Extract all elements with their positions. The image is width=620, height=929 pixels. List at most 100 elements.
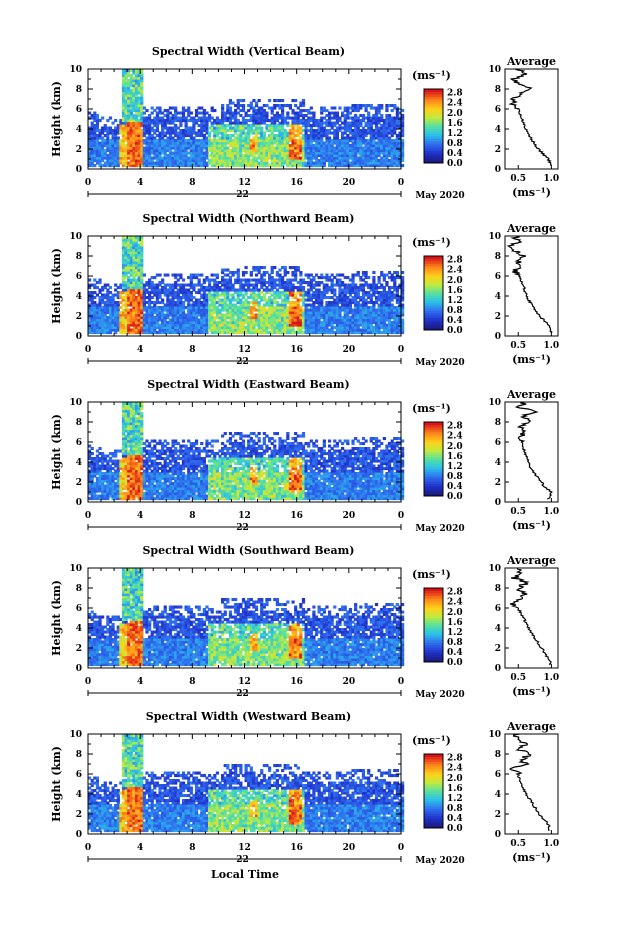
heatmap-cell	[278, 126, 282, 130]
heatmap-cell	[98, 291, 102, 295]
heatmap-cell	[210, 159, 214, 163]
heatmap-cell	[213, 328, 217, 332]
heatmap-cell	[213, 301, 217, 305]
heatmap-cell	[223, 268, 227, 272]
heatmap-cell	[218, 308, 222, 312]
heatmap-cell	[343, 106, 347, 110]
heatmap-cell	[95, 308, 100, 312]
heatmap-cell	[390, 156, 394, 160]
heatmap-cell	[132, 134, 136, 138]
heatmap-cell	[127, 116, 131, 120]
heatmap-cell	[161, 318, 165, 322]
heatmap-cell	[137, 79, 141, 83]
heatmap-cell	[111, 296, 115, 300]
heatmap-cell	[312, 144, 316, 148]
heatmap-cell	[374, 111, 379, 115]
heatmap-cell	[116, 321, 120, 325]
heatmap-cell	[356, 141, 360, 145]
heatmap-cell	[137, 318, 141, 322]
heatmap-cell	[142, 146, 146, 150]
heatmap-cell	[247, 159, 251, 163]
heatmap-cell	[223, 286, 227, 290]
heatmap-cell	[372, 136, 376, 140]
heatmap-cell	[202, 161, 206, 165]
heatmap-cell	[153, 286, 157, 290]
heatmap-cell	[215, 161, 220, 165]
heatmap-cell	[278, 131, 282, 135]
heatmap-cell	[200, 273, 204, 277]
heatmap-cell	[241, 106, 246, 110]
heatmap-cell	[385, 124, 389, 128]
heatmap-cell	[132, 146, 136, 150]
heatmap-cell	[174, 291, 178, 295]
heatmap-cell	[200, 131, 204, 135]
heatmap-cell	[265, 146, 269, 150]
heatmap-cell	[145, 313, 149, 317]
heatmap-cell	[121, 81, 126, 85]
heatmap-cell	[124, 323, 128, 327]
heatmap-cell	[127, 238, 131, 242]
heatmap-cell	[387, 151, 392, 155]
heatmap-cell	[192, 316, 196, 320]
heatmap-cell	[322, 159, 326, 163]
heatmap-cell	[147, 159, 152, 163]
heatmap-cell	[218, 293, 222, 297]
heatmap-cell	[129, 89, 133, 93]
heatmap-cell	[254, 151, 259, 155]
heatmap-cell	[137, 134, 141, 138]
heatmap-cell	[163, 154, 167, 158]
heatmap-cell	[168, 303, 173, 307]
heatmap-cell	[116, 293, 120, 297]
heatmap-cell	[166, 119, 170, 123]
heatmap-cell	[346, 151, 350, 155]
heatmap-cell	[174, 313, 178, 317]
heatmap-cell	[231, 129, 235, 133]
heatmap-cell	[215, 121, 220, 125]
heatmap-cell	[155, 111, 160, 115]
heatmap-cell	[348, 144, 353, 148]
heatmap-cell	[166, 164, 170, 168]
heatmap-cell	[395, 111, 399, 115]
heatmap-cell	[244, 161, 248, 165]
heatmap-cell	[127, 114, 131, 118]
heatmap-cell	[158, 154, 162, 158]
heatmap-cell	[257, 99, 261, 103]
heatmap-cell	[327, 139, 332, 143]
heatmap-cell	[223, 161, 227, 165]
heatmap-cell	[121, 129, 126, 133]
heatmap-cell	[314, 164, 319, 168]
heatmap-cell	[192, 156, 196, 160]
heatmap-cell	[273, 266, 277, 270]
heatmap-cell	[244, 146, 248, 150]
heatmap-cell	[205, 306, 209, 310]
heatmap-cell	[221, 316, 225, 320]
heatmap-cell	[179, 326, 183, 330]
heatmap-cell	[359, 161, 363, 165]
heatmap-cell	[171, 326, 175, 330]
heatmap-cell	[137, 331, 141, 335]
heatmap-cell	[330, 126, 334, 130]
heatmap-cell	[179, 311, 183, 315]
heatmap-cell	[90, 134, 94, 138]
heatmap-cell	[137, 313, 141, 317]
heatmap-cell	[168, 331, 173, 335]
heatmap-cell	[98, 281, 102, 285]
heatmap-cell	[359, 141, 363, 145]
heatmap-cell	[132, 99, 136, 103]
heatmap-cell	[166, 331, 170, 335]
heatmap-cell	[401, 151, 405, 155]
heatmap-cell	[197, 291, 201, 295]
heatmap-cell	[88, 111, 92, 115]
heatmap-cell	[106, 139, 110, 143]
heatmap-cell	[213, 321, 217, 325]
colorbar-swatch	[424, 89, 443, 92]
heatmap-cell	[213, 161, 217, 165]
heatmap-cell	[134, 236, 139, 240]
heatmap-cell	[301, 149, 306, 153]
x-tick-label: 12	[238, 178, 251, 188]
heatmap-cell	[145, 119, 149, 123]
colorbar-swatch	[424, 140, 443, 144]
heatmap-cell	[239, 121, 243, 125]
heatmap-cell	[223, 129, 227, 133]
heatmap-cell	[129, 154, 133, 158]
